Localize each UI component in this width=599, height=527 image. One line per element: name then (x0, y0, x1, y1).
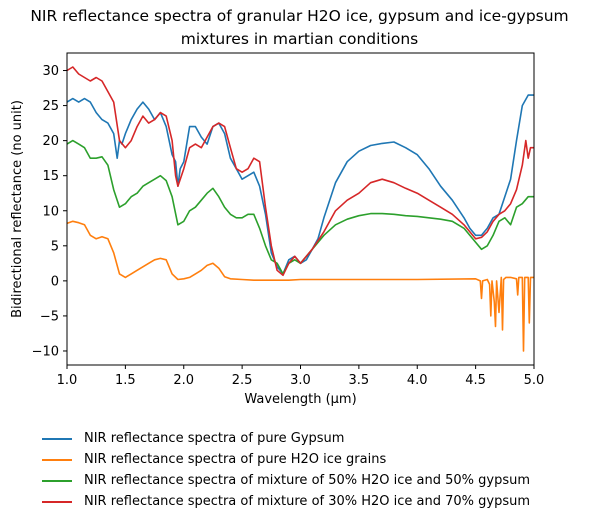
x-tick-label: 2.0 (173, 373, 194, 388)
legend-swatch-blue (42, 437, 72, 440)
chart-legend: NIR reflectance spectra of pure Gypsum N… (26, 428, 530, 512)
y-axis-ticks: −10 −5 0 5 10 15 20 25 30 (32, 64, 67, 359)
chart-title-line-1: NIR reflectance spectra of granular H2O … (30, 7, 569, 25)
x-tick-label: 4.0 (407, 373, 428, 388)
chart-title-line-2: mixtures in martian conditions (180, 30, 419, 48)
y-tick-label: 0 (51, 274, 59, 289)
y-tick-label: 30 (42, 64, 59, 79)
y-tick-label: 15 (42, 169, 59, 184)
legend-swatch-orange (42, 458, 72, 461)
legend-item-mix-50: NIR reflectance spectra of mixture of 50… (26, 470, 530, 491)
x-tick-label: 2.5 (232, 373, 253, 388)
legend-label: NIR reflectance spectra of mixture of 30… (84, 494, 531, 509)
y-tick-label: −5 (40, 309, 59, 324)
y-tick-label: 5 (51, 239, 59, 254)
x-tick-label: 4.5 (465, 373, 486, 388)
y-tick-label: −10 (32, 344, 59, 359)
series-line-2 (66, 139, 534, 275)
y-tick-label: 10 (42, 204, 59, 219)
x-axis-label: Wavelength (μm) (244, 392, 356, 407)
y-axis-label: Bidirectional reflectance (no unit) (10, 100, 25, 318)
y-tick-label: 25 (42, 99, 59, 114)
x-tick-label: 1.0 (57, 373, 78, 388)
series-line-1 (66, 220, 534, 352)
x-axis-ticks: 1.0 1.5 2.0 2.5 3.0 3.5 4.0 4.5 5.0 (57, 365, 545, 388)
legend-label: NIR reflectance spectra of mixture of 50… (84, 473, 531, 488)
x-tick-label: 3.5 (349, 373, 370, 388)
x-tick-label: 3.0 (290, 373, 311, 388)
plot-frame (66, 52, 535, 366)
legend-label: NIR reflectance spectra of pure Gypsum (84, 431, 345, 446)
chart-plot: 1.0 1.5 2.0 2.5 3.0 3.5 4.0 4.5 5.0 −10 −5 0 5 10 15 2… (10, 52, 545, 407)
x-tick-label: 5.0 (524, 373, 545, 388)
legend-label: NIR reflectance spectra of pure H2O ice … (84, 452, 387, 467)
series-layer (66, 66, 534, 352)
legend-swatch-green (42, 479, 72, 482)
y-tick-label: 20 (42, 134, 59, 149)
legend-swatch-red (42, 500, 72, 503)
series-line-3 (66, 66, 534, 277)
legend-item-gypsum: NIR reflectance spectra of pure Gypsum (26, 428, 530, 449)
legend-item-ice: NIR reflectance spectra of pure H2O ice … (26, 449, 530, 470)
series-line-0 (66, 94, 534, 275)
legend-item-mix-30: NIR reflectance spectra of mixture of 30… (26, 491, 530, 512)
x-tick-label: 1.5 (115, 373, 136, 388)
